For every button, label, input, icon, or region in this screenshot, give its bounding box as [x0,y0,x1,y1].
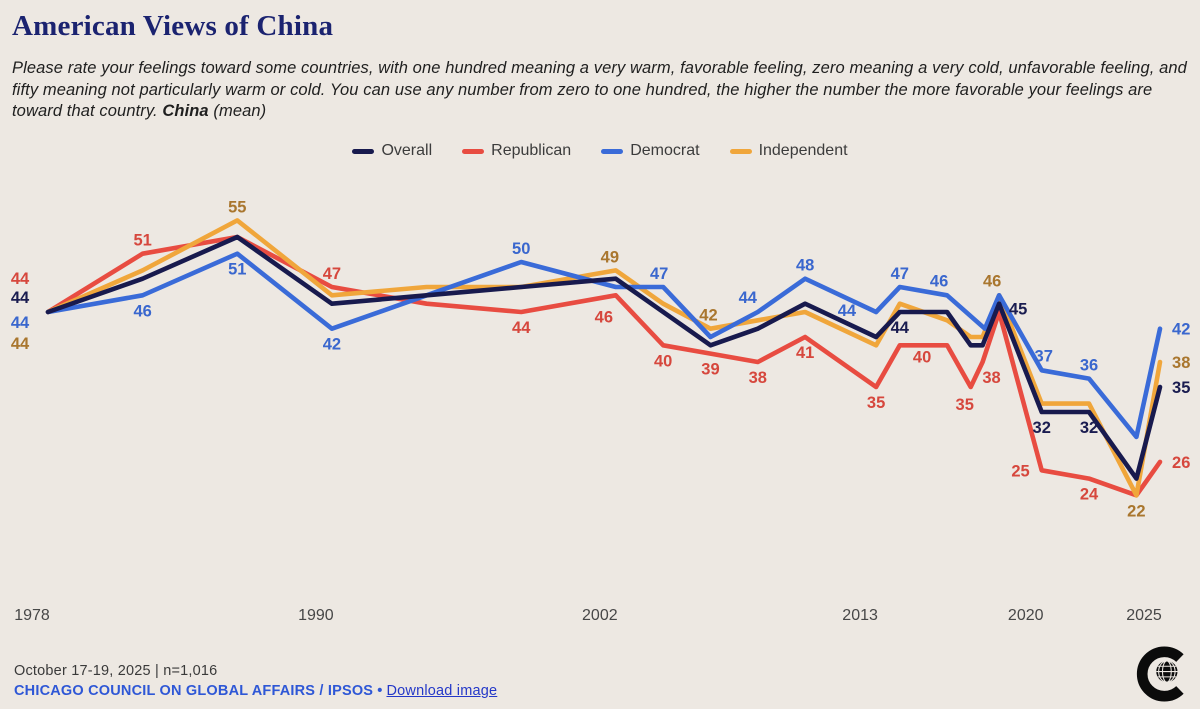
data-label-republican-1990: 47 [323,265,341,283]
x-axis-tick-2020: 2020 [1008,607,1044,624]
series-line-democrat [45,251,1163,440]
data-label-democrat-1986: 51 [228,261,246,279]
data-label-independent-2006: 42 [699,307,717,325]
data-label-overall-1978: 44 [11,289,30,307]
x-axis-tick-1990: 1990 [298,607,334,624]
question-body: Please rate your feelings toward some co… [12,59,1187,120]
legend-label-democrat: Democrat [630,142,700,159]
legend-swatch-overall [352,148,375,154]
data-label-democrat-1982: 46 [133,302,151,320]
legend-label-overall: Overall [381,142,433,159]
x-axis-tick-2025: 2025 [1126,607,1162,624]
data-label-democrat-1978: 44 [11,314,30,332]
x-axis-tick-2002: 2002 [582,607,618,624]
download-image-link[interactable]: Download image [386,683,498,699]
chart-legend: Overall Republican Democrat Independent [0,142,1200,160]
data-label-republican-2025: 26 [1172,454,1190,472]
data-label-republican-2008: 38 [749,369,767,387]
data-label-independent-2002: 49 [601,248,619,266]
data-label-republican-1998: 44 [512,319,531,337]
series-line-independent [45,218,1163,498]
legend-label-independent: Independent [758,142,848,159]
data-label-democrat-2016: 46 [930,272,948,290]
legend-swatch-independent [729,148,752,154]
data-label-independent-1978: 44 [11,335,30,353]
source-row: CHICAGO COUNCIL ON GLOBAL AFFAIRS / IPSO… [14,683,497,699]
page-title: American Views of China [12,10,334,42]
data-label-independent-1986: 55 [228,198,246,216]
data-label-democrat-2025: 42 [1172,321,1190,339]
footer: October 17-19, 2025 | n=1,016 CHICAGO CO… [14,663,497,699]
data-label-independent-2018.2: 46 [983,272,1001,290]
data-label-overall-2018.2: 45 [1009,301,1027,319]
data-label-republican-2002: 46 [595,308,613,326]
data-label-republican-2006: 39 [701,361,719,379]
x-axis-tick-2013: 2013 [842,607,878,624]
data-label-republican-2017: 35 [956,396,974,414]
data-label-democrat-2020: 37 [1035,347,1053,365]
legend-item-independent: Independent [729,142,848,160]
fieldwork-dates: October 17-19, 2025 | n=1,016 [14,663,218,679]
legend-item-republican: Republican [462,142,571,160]
data-label-republican-2010: 41 [796,344,814,362]
data-label-overall-2022: 32 [1080,419,1098,437]
legend-swatch-democrat [601,148,624,154]
data-label-overall-2020: 32 [1033,419,1051,437]
data-label-democrat-1998: 50 [512,240,530,258]
legend-item-democrat: Democrat [601,142,700,160]
data-label-democrat-2004: 47 [650,265,668,283]
data-label-democrat-2014: 47 [891,265,909,283]
data-label-democrat-2008: 44 [739,289,758,307]
bullet-separator: • [377,683,383,699]
data-label-independent-2025: 38 [1172,354,1190,372]
data-label-overall-2014: 44 [891,319,910,337]
data-label-republican-2013: 35 [867,394,885,412]
data-label-democrat-1990: 42 [323,336,341,354]
data-label-republican-1982: 51 [133,232,151,250]
data-label-democrat-2010: 48 [796,257,814,275]
legend-label-republican: Republican [491,142,572,159]
data-label-republican-2020: 25 [1011,462,1029,480]
legend-swatch-republican [462,148,485,154]
data-label-republican-2022: 24 [1080,486,1099,504]
data-label-independent-2024: 22 [1127,502,1145,520]
data-label-republican-2016: 40 [913,348,931,366]
data-label-democrat-2013: 44 [838,302,857,320]
data-label-overall-2025: 35 [1172,379,1190,397]
question-text: Please rate your feelings toward some co… [12,58,1190,123]
series-line-overall [45,234,1163,481]
data-label-republican-1978: 44 [11,270,30,288]
question-suffix: (mean) [208,102,267,120]
question-topic: China [162,102,209,120]
data-label-republican-2017.5: 38 [982,369,1000,387]
x-axis-tick-1978: 1978 [14,607,50,624]
data-label-republican-2004: 40 [654,352,672,370]
data-label-democrat-2022: 36 [1080,357,1098,375]
legend-item-overall: Overall [352,142,432,160]
chicago-council-logo-icon [1136,646,1184,702]
source-text: CHICAGO COUNCIL ON GLOBAL AFFAIRS / IPSO… [14,683,374,699]
